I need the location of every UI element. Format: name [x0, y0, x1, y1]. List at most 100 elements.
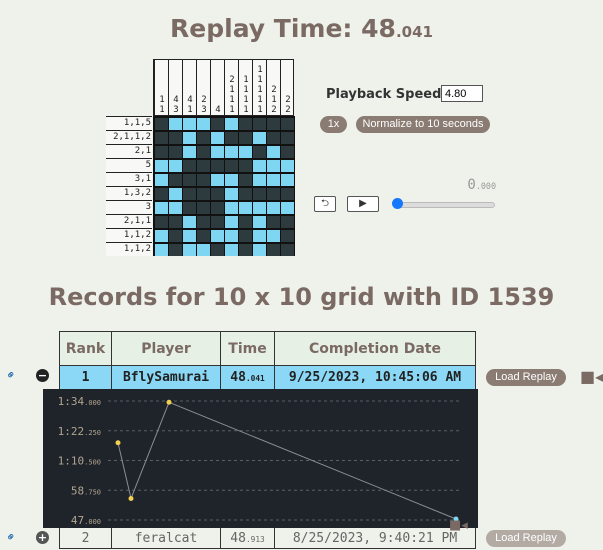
grid-cell[interactable]	[197, 244, 210, 256]
grid-cell[interactable]	[281, 174, 294, 186]
grid-cell[interactable]	[253, 202, 266, 214]
grid-cell[interactable]	[183, 160, 196, 172]
grid-cell[interactable]	[211, 174, 224, 186]
table-row[interactable]: 1 BflySamurai 48.041 9/25/2023, 10:45:06…	[59, 365, 476, 390]
grid-cell[interactable]	[239, 174, 252, 186]
grid-cell[interactable]	[155, 188, 168, 200]
grid-cell[interactable]	[225, 216, 238, 228]
grid-cell[interactable]	[239, 202, 252, 214]
grid-cell[interactable]	[155, 174, 168, 186]
grid-cell[interactable]	[197, 230, 210, 242]
grid-cell[interactable]	[281, 202, 294, 214]
nonogram-grid[interactable]	[153, 116, 295, 256]
playback-slider-track[interactable]	[397, 202, 495, 208]
grid-cell[interactable]	[253, 146, 266, 158]
grid-cell[interactable]	[197, 132, 210, 144]
grid-cell[interactable]	[281, 118, 294, 130]
grid-cell[interactable]	[253, 244, 266, 256]
grid-cell[interactable]	[267, 216, 280, 228]
play-button[interactable]: ▶	[347, 196, 379, 212]
grid-cell[interactable]	[155, 216, 168, 228]
grid-cell[interactable]	[239, 118, 252, 130]
grid-cell[interactable]	[197, 188, 210, 200]
grid-cell[interactable]	[183, 146, 196, 158]
rewind-button[interactable]: ⮌	[314, 196, 336, 212]
grid-cell[interactable]	[197, 174, 210, 186]
grid-cell[interactable]	[211, 202, 224, 214]
video-camera-icon[interactable]: ■◂	[580, 367, 603, 386]
normalize-button[interactable]: Normalize to 10 seconds	[356, 116, 490, 133]
expand-icon[interactable]: +	[36, 531, 49, 544]
grid-cell[interactable]	[211, 188, 224, 200]
chart-point[interactable]	[453, 516, 459, 522]
grid-cell[interactable]	[169, 174, 182, 186]
grid-cell[interactable]	[197, 216, 210, 228]
grid-cell[interactable]	[281, 230, 294, 242]
grid-cell[interactable]	[155, 202, 168, 214]
grid-cell[interactable]	[155, 132, 168, 144]
grid-cell[interactable]	[281, 132, 294, 144]
grid-cell[interactable]	[183, 188, 196, 200]
grid-cell[interactable]	[239, 146, 252, 158]
grid-cell[interactable]	[169, 244, 182, 256]
playback-speed-input[interactable]	[441, 85, 483, 102]
grid-cell[interactable]	[211, 160, 224, 172]
grid-cell[interactable]	[211, 230, 224, 242]
playback-slider-thumb[interactable]	[392, 198, 403, 209]
grid-cell[interactable]	[169, 188, 182, 200]
grid-cell[interactable]	[183, 244, 196, 256]
speed-1x-button[interactable]: 1x	[320, 116, 347, 133]
grid-cell[interactable]	[239, 188, 252, 200]
load-replay-button[interactable]: Load Replay	[486, 369, 566, 386]
grid-cell[interactable]	[183, 202, 196, 214]
link-icon[interactable]: ⚭	[2, 366, 20, 384]
grid-cell[interactable]	[225, 146, 238, 158]
grid-cell[interactable]	[253, 118, 266, 130]
grid-cell[interactable]	[197, 118, 210, 130]
grid-cell[interactable]	[197, 202, 210, 214]
grid-cell[interactable]	[253, 216, 266, 228]
grid-cell[interactable]	[211, 118, 224, 130]
grid-cell[interactable]	[183, 174, 196, 186]
grid-cell[interactable]	[281, 160, 294, 172]
grid-cell[interactable]	[267, 174, 280, 186]
grid-cell[interactable]	[239, 160, 252, 172]
load-replay-button[interactable]: Load Replay	[486, 530, 566, 547]
grid-cell[interactable]	[169, 146, 182, 158]
grid-cell[interactable]	[211, 216, 224, 228]
chart-point[interactable]	[128, 495, 134, 501]
grid-cell[interactable]	[169, 160, 182, 172]
grid-cell[interactable]	[239, 216, 252, 228]
grid-cell[interactable]	[239, 230, 252, 242]
grid-cell[interactable]	[183, 118, 196, 130]
grid-cell[interactable]	[197, 160, 210, 172]
grid-cell[interactable]	[183, 132, 196, 144]
grid-cell[interactable]	[253, 230, 266, 242]
grid-cell[interactable]	[225, 230, 238, 242]
grid-cell[interactable]	[155, 118, 168, 130]
grid-cell[interactable]	[183, 216, 196, 228]
grid-cell[interactable]	[225, 118, 238, 130]
grid-cell[interactable]	[183, 230, 196, 242]
grid-cell[interactable]	[225, 160, 238, 172]
grid-cell[interactable]	[267, 146, 280, 158]
grid-cell[interactable]	[253, 174, 266, 186]
grid-cell[interactable]	[155, 230, 168, 242]
grid-cell[interactable]	[211, 132, 224, 144]
grid-cell[interactable]	[267, 118, 280, 130]
grid-cell[interactable]	[267, 188, 280, 200]
grid-cell[interactable]	[253, 160, 266, 172]
grid-cell[interactable]	[169, 216, 182, 228]
grid-cell[interactable]	[267, 132, 280, 144]
grid-cell[interactable]	[155, 146, 168, 158]
grid-cell[interactable]	[267, 244, 280, 256]
grid-cell[interactable]	[211, 146, 224, 158]
grid-cell[interactable]	[253, 188, 266, 200]
grid-cell[interactable]	[267, 202, 280, 214]
video-camera-icon[interactable]: ■◂	[449, 518, 468, 533]
grid-cell[interactable]	[267, 160, 280, 172]
grid-cell[interactable]	[281, 244, 294, 256]
grid-cell[interactable]	[225, 132, 238, 144]
table-row[interactable]: 2 feralcat 48.913 8/25/2023, 9:40:21 PM	[59, 527, 476, 549]
grid-cell[interactable]	[281, 146, 294, 158]
